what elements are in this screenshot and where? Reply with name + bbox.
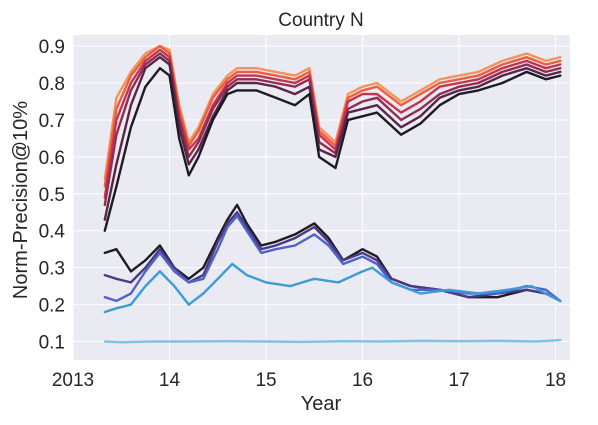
y-tick-label: 0.8 — [39, 74, 65, 95]
series-line-2 — [103, 44, 562, 188]
series-line-1 — [103, 44, 562, 181]
y-tick-label: 0.1 — [39, 333, 65, 354]
x-tick-label: 17 — [448, 370, 469, 391]
y-tick-label: 0.5 — [39, 185, 65, 206]
chart-title: Country N — [278, 10, 364, 31]
y-axis-label: Norm-Precision@10% — [10, 101, 32, 299]
y-tick-label: 0.6 — [39, 148, 65, 169]
x-tick-label: 16 — [352, 370, 373, 391]
series-line-5 — [103, 56, 562, 221]
grid — [72, 35, 570, 360]
y-tick-label: 0.9 — [39, 37, 65, 58]
series-group — [103, 44, 562, 344]
plot-area — [73, 35, 570, 360]
x-axis-label: Year — [301, 393, 342, 415]
tick-labels: 0.1 0.2 0.3 0.4 0.5 0.6 0.7 0.8 0.9 2013 14 15 16 17 1… — [39, 37, 567, 391]
y-tick-label: 0.3 — [39, 259, 65, 280]
x-tick-label: 2013 — [52, 370, 94, 391]
y-tick-label: 0.7 — [39, 111, 65, 132]
y-tick-label: 0.2 — [39, 296, 65, 317]
series-line-6 — [103, 67, 562, 232]
series-line-3 — [103, 48, 562, 199]
series-line-10 — [103, 262, 562, 314]
y-tick-label: 0.4 — [39, 222, 66, 243]
series-line-8 — [103, 211, 562, 303]
x-tick-label: 14 — [159, 370, 181, 391]
series-line-4 — [103, 52, 562, 207]
series-line-9 — [103, 214, 562, 303]
x-tick-label: 15 — [255, 370, 276, 391]
series-line-11 — [103, 338, 562, 344]
x-tick-label: 18 — [545, 370, 566, 391]
